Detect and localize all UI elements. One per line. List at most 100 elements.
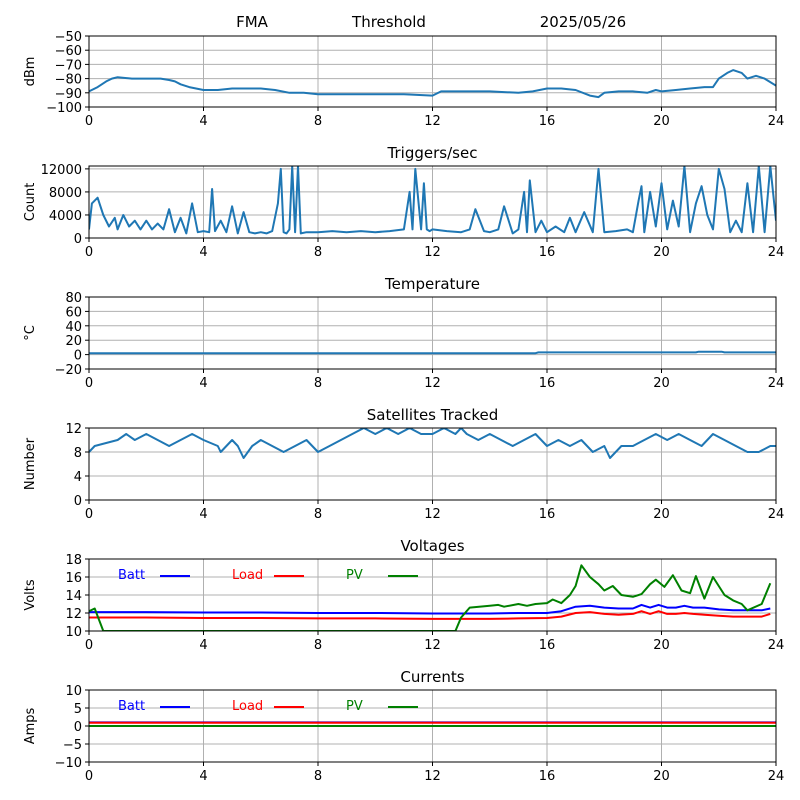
x-tick-label: 24 (768, 376, 785, 391)
panel-currents: 0 4 8 12 16 20 24 −10 −5 0 5 10 Currents Amps Batt Load… (23, 668, 784, 784)
y-tick-label: 0 (74, 349, 82, 364)
legend-label-load: Load (232, 699, 263, 714)
y-tick-label: −50 (55, 30, 82, 45)
panel-title: Triggers/sec (387, 144, 478, 162)
panel-title: Currents (400, 668, 464, 686)
panel-voltages: 0 4 8 12 16 20 24 10 12 14 16 18 Voltages Volts Batt Lo… (23, 537, 784, 653)
x-tick-label: 4 (199, 507, 207, 522)
header-date: 2025/05/26 (540, 13, 626, 31)
x-tick-label: 4 (199, 638, 207, 653)
y-axis-label: dBm (23, 57, 38, 87)
x-tick-label: 0 (85, 507, 93, 522)
y-tick-label: 10 (65, 684, 82, 699)
x-tick-label: 8 (314, 769, 322, 784)
x-tick-label: 16 (539, 638, 556, 653)
panel-triggers: 0 4 8 12 16 20 24 0 4000 8000 12000 Triggers/sec Cou… (23, 144, 784, 260)
y-tick-label: 12 (65, 607, 82, 622)
y-tick-label: 8000 (49, 186, 82, 201)
x-tick-label: 12 (424, 376, 441, 391)
x-tick-label: 16 (539, 507, 556, 522)
y-tick-label: 4 (74, 470, 82, 485)
legend-label-batt: Batt (118, 568, 145, 583)
legend-label-load: Load (232, 568, 263, 583)
y-tick-label: 8 (74, 446, 82, 461)
series-line-0 (89, 166, 776, 235)
y-tick-label: −60 (55, 44, 82, 59)
x-tick-label: 0 (85, 114, 93, 129)
series-line-pv (89, 564, 772, 631)
x-tick-label: 8 (314, 114, 322, 129)
legend-label-pv: PV (346, 568, 363, 583)
x-tick-label: 16 (539, 114, 556, 129)
y-tick-label: 4000 (49, 209, 82, 224)
legend-label-pv: PV (346, 699, 363, 714)
y-axis-label: Amps (23, 707, 38, 744)
panel-title: Voltages (400, 537, 464, 555)
y-tick-label: 5 (74, 702, 82, 717)
y-tick-label: −5 (63, 738, 82, 753)
panel-title: Satellites Tracked (367, 406, 498, 424)
panel-satellites: 0 4 8 12 16 20 24 0 4 8 12 Satellites Tracked Number (23, 406, 784, 522)
y-tick-label: 14 (65, 589, 82, 604)
x-tick-label: 20 (653, 245, 670, 260)
y-tick-label: 12000 (41, 163, 82, 178)
x-tick-label: 20 (653, 507, 670, 522)
y-axis-label: Count (23, 183, 38, 222)
y-tick-label: 12 (65, 422, 82, 437)
y-tick-label: −20 (55, 363, 82, 378)
series-line-batt (89, 603, 771, 615)
x-tick-label: 4 (199, 376, 207, 391)
x-tick-label: 8 (314, 638, 322, 653)
x-tick-label: 20 (653, 769, 670, 784)
y-tick-label: 80 (65, 291, 82, 306)
x-tick-label: 20 (653, 638, 670, 653)
x-tick-label: 12 (424, 769, 441, 784)
y-tick-label: 0 (74, 720, 82, 735)
x-tick-label: 24 (768, 507, 785, 522)
y-tick-label: −90 (55, 87, 82, 102)
x-tick-label: 20 (653, 376, 670, 391)
x-tick-label: 12 (424, 507, 441, 522)
x-tick-label: 20 (653, 114, 670, 129)
y-tick-label: 0 (74, 232, 82, 247)
header-site: FMA (236, 13, 269, 31)
x-tick-label: 0 (85, 376, 93, 391)
y-tick-label: −70 (55, 58, 82, 73)
x-tick-label: 4 (199, 769, 207, 784)
series-line-load (89, 610, 771, 620)
x-tick-label: 16 (539, 376, 556, 391)
x-tick-label: 24 (768, 245, 785, 260)
panel-signal-level: 0 4 8 12 16 20 24 −100−90−80−70−60−50 dBm (23, 30, 784, 129)
x-tick-label: 16 (539, 769, 556, 784)
y-tick-label: −10 (55, 756, 82, 771)
x-tick-label: 8 (314, 245, 322, 260)
y-tick-label: −80 (55, 73, 82, 88)
x-tick-label: 0 (85, 769, 93, 784)
y-axis-label: °C (23, 325, 38, 341)
y-tick-label: 16 (65, 571, 82, 586)
x-tick-label: 24 (768, 638, 785, 653)
x-tick-label: 0 (85, 245, 93, 260)
series-line-0 (89, 350, 776, 355)
y-tick-label: 20 (65, 334, 82, 349)
x-tick-label: 16 (539, 245, 556, 260)
y-tick-label: 60 (65, 305, 82, 320)
y-tick-label: −100 (46, 101, 82, 116)
y-tick-label: 18 (65, 553, 82, 568)
y-axis-label: Number (23, 437, 38, 490)
x-tick-label: 12 (424, 114, 441, 129)
y-tick-label: 40 (65, 320, 82, 335)
x-tick-label: 8 (314, 507, 322, 522)
x-tick-label: 4 (199, 245, 207, 260)
x-tick-label: 0 (85, 638, 93, 653)
header-label: Threshold (351, 13, 426, 31)
x-tick-label: 24 (768, 769, 785, 784)
series-line-0 (89, 69, 776, 99)
x-tick-label: 12 (424, 638, 441, 653)
x-tick-label: 4 (199, 114, 207, 129)
x-tick-label: 12 (424, 245, 441, 260)
series-line-0 (89, 428, 776, 459)
y-tick-label: 0 (74, 494, 82, 509)
